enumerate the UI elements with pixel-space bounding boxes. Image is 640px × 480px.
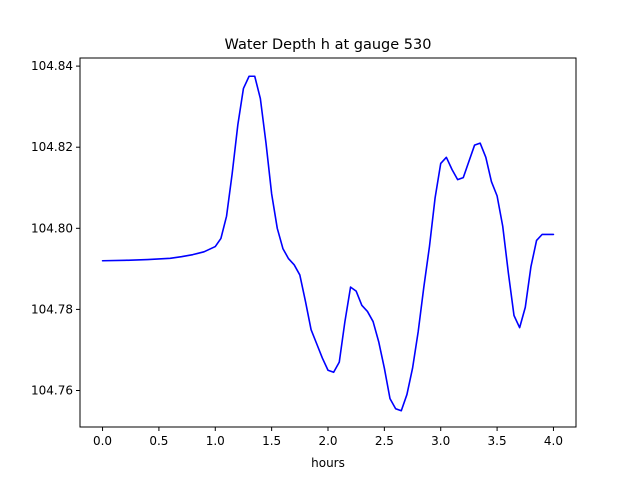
- y-tick-label: 104.84: [31, 59, 73, 73]
- x-tick-label: 3.5: [488, 434, 507, 448]
- y-tick-label: 104.76: [31, 384, 73, 398]
- x-tick-label: 4.0: [544, 434, 563, 448]
- x-tick-label: 3.0: [431, 434, 450, 448]
- x-tick-label: 0.0: [93, 434, 112, 448]
- x-tick-label: 0.5: [149, 434, 168, 448]
- y-tick-label: 104.82: [31, 140, 73, 154]
- series-line-1: [101, 75, 555, 412]
- axis-ticks: 0.0 0.5 1.0 1.5 2.0 2.5 3.0 3.5 4.0 104.76 104.78 1…: [31, 59, 563, 448]
- x-tick-label: 1.0: [206, 434, 225, 448]
- chart-title: Water Depth h at gauge 530: [225, 37, 432, 53]
- x-axis-label: hours: [311, 456, 345, 470]
- x-tick-label: 1.5: [262, 434, 281, 448]
- x-tick-label: 2.5: [375, 434, 394, 448]
- plot-marks: [101, 75, 555, 412]
- y-tick-label: 104.78: [31, 302, 73, 316]
- plot-area-frame: [79, 57, 577, 428]
- y-tick-label: 104.80: [31, 221, 73, 235]
- x-tick-label: 2.0: [318, 434, 337, 448]
